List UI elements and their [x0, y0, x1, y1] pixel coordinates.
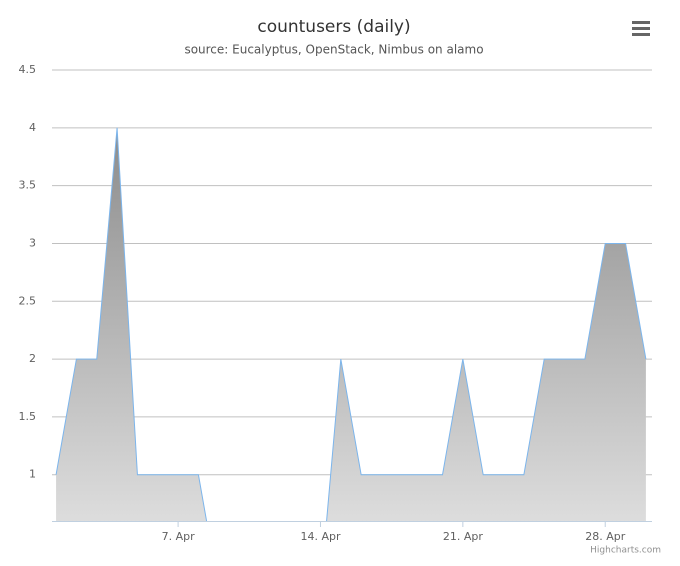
y-tick-label: 4: [29, 121, 36, 134]
menu-button[interactable]: [632, 21, 650, 36]
credits[interactable]: Highcharts.com: [590, 546, 661, 556]
y-tick-label: 3: [29, 236, 36, 249]
y-tick-label: 1.5: [19, 410, 37, 423]
y-tick-label: 2.5: [19, 294, 37, 307]
y-tick-label: 2: [29, 352, 36, 365]
area-fill: [56, 127, 646, 521]
plot-area: [55, 127, 647, 521]
x-tick-label: 21. Apr: [443, 530, 483, 543]
y-tick-label: 4.5: [19, 63, 37, 76]
x-tick-label: 14. Apr: [300, 530, 340, 543]
chart-title: countusers (daily): [257, 17, 410, 37]
x-tick-label: 7. Apr: [162, 530, 195, 543]
y-tick-label: 3.5: [19, 179, 37, 192]
y-tick-label: 1: [29, 468, 36, 481]
chart-subtitle: source: Eucalyptus, OpenStack, Nimbus on…: [184, 43, 483, 57]
x-tick-label: 28. Apr: [585, 530, 625, 543]
area-line: [55, 127, 647, 521]
